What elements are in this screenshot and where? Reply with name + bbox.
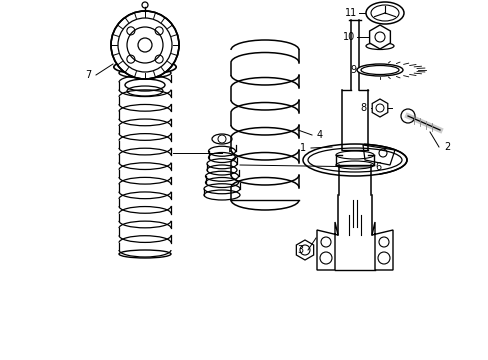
Text: 7: 7 [85,70,91,80]
Text: 1: 1 [299,143,305,153]
Polygon shape [371,99,387,117]
Text: 6: 6 [374,162,380,172]
Text: 2: 2 [443,142,449,152]
Polygon shape [369,25,389,49]
Text: 4: 4 [316,130,323,140]
Text: 9: 9 [349,65,355,75]
Ellipse shape [365,42,393,50]
Text: 11: 11 [344,8,356,18]
Circle shape [111,11,179,79]
Text: 5: 5 [226,148,233,158]
Text: 3: 3 [296,245,303,255]
Text: 8: 8 [359,103,366,113]
Ellipse shape [365,2,403,24]
Ellipse shape [356,64,402,76]
Text: 10: 10 [342,32,354,42]
